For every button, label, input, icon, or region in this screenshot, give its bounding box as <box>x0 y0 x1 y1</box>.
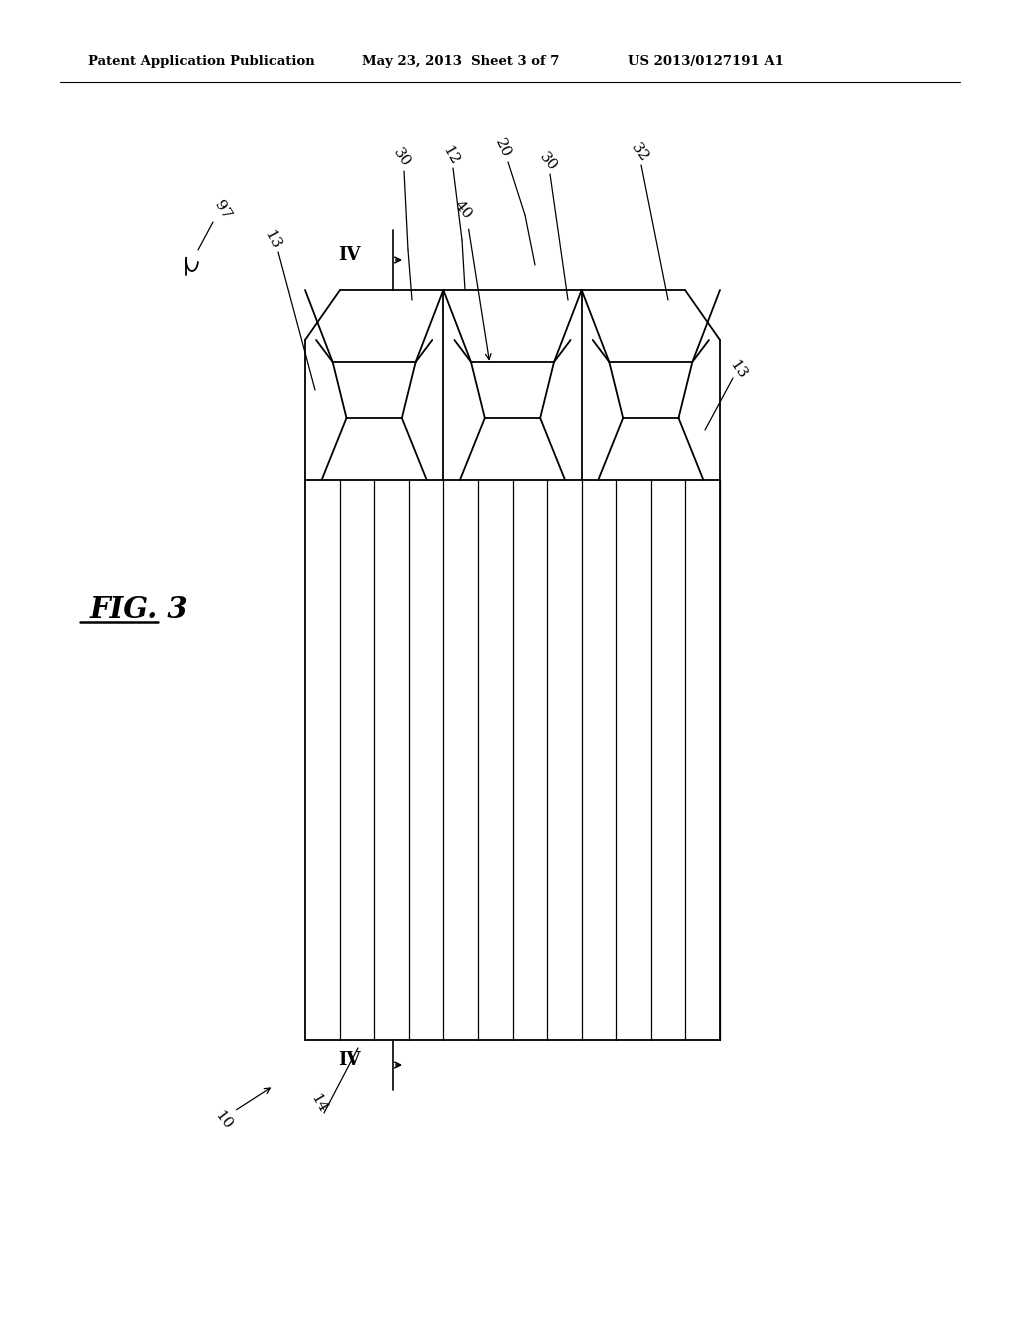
Text: 13: 13 <box>261 228 283 252</box>
Text: IV: IV <box>339 1051 361 1069</box>
Text: 10: 10 <box>212 1107 234 1133</box>
Text: US 2013/0127191 A1: US 2013/0127191 A1 <box>628 55 784 69</box>
Text: 30: 30 <box>537 150 559 174</box>
Text: 97: 97 <box>212 198 234 222</box>
Text: IV: IV <box>339 246 361 264</box>
Text: 32: 32 <box>629 141 651 165</box>
Text: Patent Application Publication: Patent Application Publication <box>88 55 314 69</box>
Text: 13: 13 <box>727 358 750 381</box>
Text: 14: 14 <box>307 1092 329 1115</box>
Text: May 23, 2013  Sheet 3 of 7: May 23, 2013 Sheet 3 of 7 <box>362 55 559 69</box>
Text: 12: 12 <box>439 143 461 166</box>
Text: FIG. 3: FIG. 3 <box>90 595 188 624</box>
Text: 20: 20 <box>493 136 513 160</box>
Text: 40: 40 <box>452 198 475 222</box>
Text: 30: 30 <box>391 147 414 170</box>
